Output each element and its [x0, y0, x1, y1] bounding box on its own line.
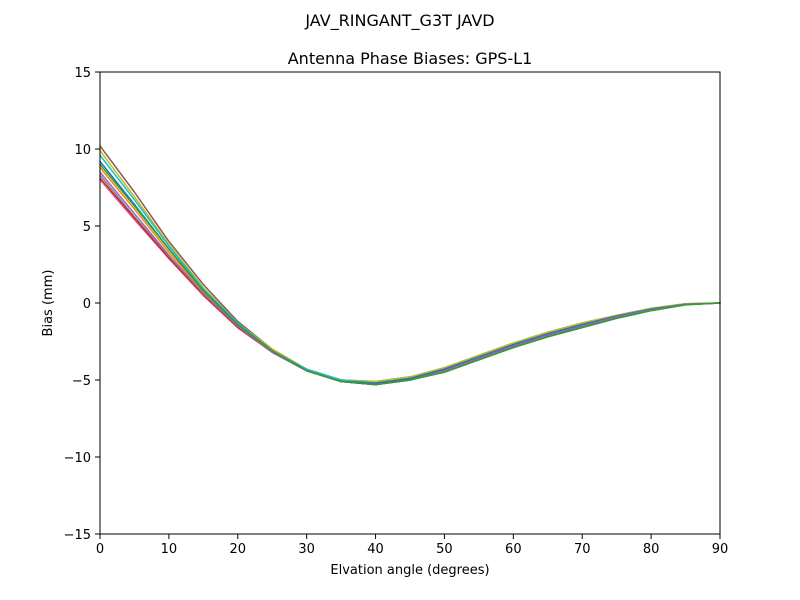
x-tick-label: 20 — [230, 542, 247, 557]
y-tick-label: 0 — [83, 297, 91, 312]
x-tick-label: 90 — [712, 542, 729, 557]
x-tick-label: 50 — [436, 542, 453, 557]
y-axis-ticks: −15 −10 −5 0 5 10 15 — [64, 66, 100, 543]
series-line-azimuth-270 — [99, 163, 721, 386]
x-tick-label: 30 — [298, 542, 315, 557]
y-tick-label: −15 — [64, 528, 91, 543]
series-layer — [99, 145, 721, 386]
x-tick-label: 60 — [505, 542, 522, 557]
x-tick-label: 40 — [367, 542, 384, 557]
x-axis-ticks: 0 10 20 30 40 50 60 70 80 90 — [96, 534, 728, 557]
figure-suptitle: JAV_RINGANT_G3T JAVD — [304, 11, 494, 31]
y-tick-label: 10 — [74, 143, 91, 158]
x-tick-label: 10 — [161, 542, 178, 557]
x-tick-label: 0 — [96, 542, 104, 557]
y-tick-label: −5 — [72, 374, 91, 389]
plot-title: Antenna Phase Biases: GPS-L1 — [288, 49, 533, 68]
x-tick-label: 70 — [574, 542, 591, 557]
x-tick-label: 80 — [643, 542, 660, 557]
y-tick-label: 15 — [74, 66, 91, 81]
series-line-azimuth-90 — [99, 149, 721, 383]
y-tick-label: −10 — [64, 451, 91, 466]
plot-area — [100, 72, 720, 534]
x-axis-label: Elvation angle (degrees) — [330, 563, 489, 578]
y-axis-label: Bias (mm) — [41, 270, 56, 337]
y-tick-label: 5 — [83, 220, 91, 235]
